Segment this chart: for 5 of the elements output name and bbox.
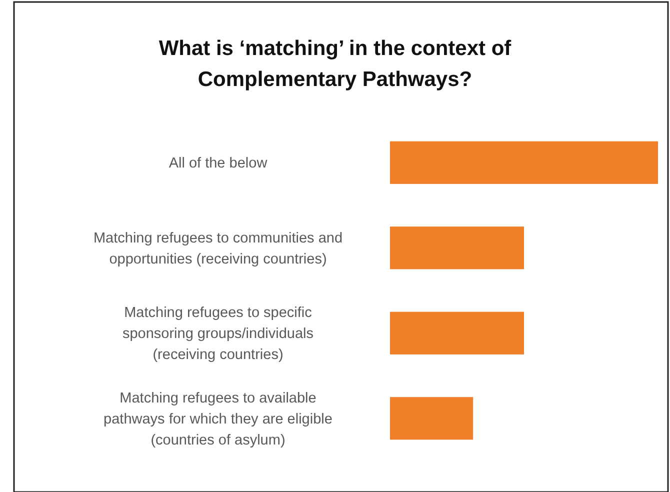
y-tick-label: All of the below [168, 156, 268, 172]
y-tick-label: Matching refugees to specific sponsoring groups/individuals (receiving countries) [122, 305, 314, 364]
chart-title: What is ‘matching’ in the context of Complementary Pathways? [158, 37, 512, 91]
y-tick-label: Matching refugees to available pathways for which they are eligible (countries of asylum) [104, 390, 332, 448]
y-tick-label: Matching refugees to communities and opportunities (receiving countries) [93, 230, 343, 268]
